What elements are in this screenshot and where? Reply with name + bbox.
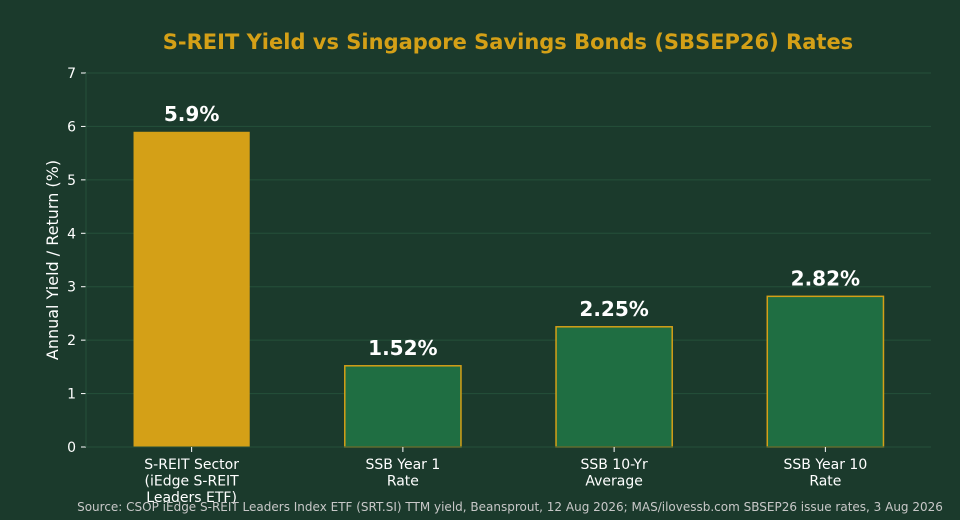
x-tick-label: SSB Year 1 Rate xyxy=(365,457,440,490)
bar xyxy=(766,295,885,448)
y-tick-label: 3 xyxy=(67,280,76,296)
y-tick-label: 6 xyxy=(67,119,76,135)
y-tick-label: 4 xyxy=(67,226,76,242)
x-tick-label: S-REIT Sector (iEdge S-REIT Leaders ETF) xyxy=(144,457,239,506)
x-tick-label-line: Rate xyxy=(387,474,419,490)
x-tick-label-line: Average xyxy=(585,474,643,490)
bar-value-label: 2.25% xyxy=(579,297,648,321)
bars-layer: 5.9% 1.52% 2.25% 2.82% xyxy=(133,102,885,448)
x-tick-label-line: (iEdge S-REIT xyxy=(145,474,240,490)
x-tick-label: SSB 10-Yr Average xyxy=(580,457,648,490)
y-tick-label: 1 xyxy=(67,387,76,403)
y-axis-label: Annual Yield / Return (%) xyxy=(43,160,62,360)
x-tick-label-line: SSB Year 10 xyxy=(784,457,868,473)
bar xyxy=(133,131,250,447)
x-tick-label-line: Leaders ETF) xyxy=(146,490,237,506)
x-tick-label-line: Rate xyxy=(809,474,841,490)
bar-value-label: 1.52% xyxy=(368,336,437,360)
y-tick-label: 7 xyxy=(67,66,76,82)
x-tick-label-line: SSB Year 1 xyxy=(365,457,440,473)
bar xyxy=(555,326,673,448)
x-tick-label: SSB Year 10 Rate xyxy=(784,457,868,490)
bar-value-label: 2.82% xyxy=(791,266,860,290)
x-tick-label-line: SSB 10-Yr xyxy=(580,457,648,473)
y-tick-label: 2 xyxy=(67,333,76,349)
y-tick-label: 0 xyxy=(67,440,76,456)
source-note: Source: CSOP iEdge S-REIT Leaders Index … xyxy=(77,500,943,514)
chart-title: S-REIT Yield vs Singapore Savings Bonds … xyxy=(163,30,853,54)
axes-layer: 0 1 2 3 4 5 6 7 S-REIT Sector (iEdge S-REIT Leader… xyxy=(67,66,931,506)
y-tick-label: 5 xyxy=(67,173,76,189)
x-tick-label-line: S-REIT Sector xyxy=(144,457,239,473)
bar xyxy=(344,365,462,448)
bar-value-label: 5.9% xyxy=(164,102,219,126)
